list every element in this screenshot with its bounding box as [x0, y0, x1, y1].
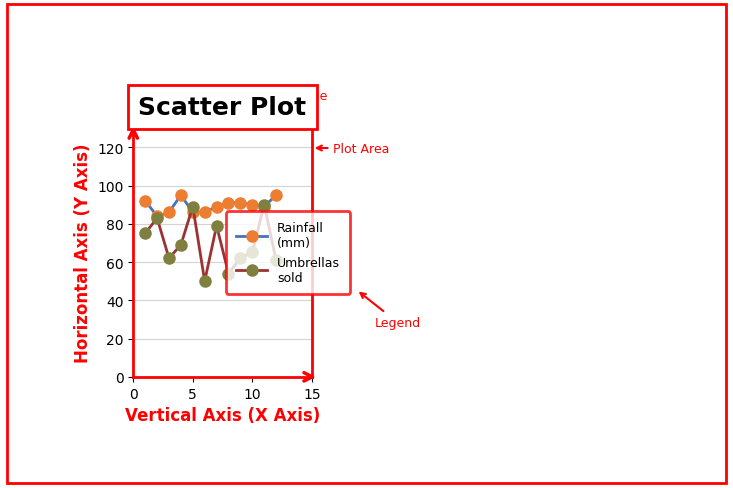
Umbrellas
sold — [200, 279, 209, 285]
Text: Legend: Legend — [361, 293, 421, 329]
Umbrellas
sold — [141, 231, 150, 237]
Legend: Rainfall
(mm), Umbrellas
sold: Rainfall (mm), Umbrellas sold — [226, 212, 350, 294]
Line: Rainfall
(mm): Rainfall (mm) — [140, 190, 281, 222]
Y-axis label: Horizontal Axis (Y Axis): Horizontal Axis (Y Axis) — [73, 143, 92, 363]
Rainfall
(mm) — [259, 204, 268, 210]
Umbrellas
sold — [259, 203, 268, 208]
Line: Umbrellas
sold: Umbrellas sold — [140, 200, 281, 287]
Rainfall
(mm) — [236, 201, 245, 206]
Rainfall
(mm) — [272, 193, 281, 199]
Rainfall
(mm) — [165, 210, 174, 216]
Rainfall
(mm) — [177, 193, 185, 199]
Umbrellas
sold — [212, 224, 221, 229]
Rainfall
(mm) — [212, 204, 221, 210]
X-axis label: Vertical Axis (X Axis): Vertical Axis (X Axis) — [125, 407, 320, 424]
Rainfall
(mm) — [200, 210, 209, 216]
Umbrellas
sold — [272, 258, 281, 264]
Umbrellas
sold — [188, 204, 197, 210]
Umbrellas
sold — [177, 243, 185, 248]
Umbrellas
sold — [236, 256, 245, 262]
Rainfall
(mm) — [152, 214, 161, 220]
Umbrellas
sold — [152, 216, 161, 222]
Text: Plot Area: Plot Area — [317, 142, 389, 155]
Title: Scatter Plot: Scatter Plot — [139, 96, 306, 120]
Umbrellas
sold — [248, 250, 257, 256]
Rainfall
(mm) — [141, 199, 150, 204]
Umbrellas
sold — [224, 271, 233, 277]
Rainfall
(mm) — [224, 201, 233, 206]
Rainfall
(mm) — [188, 210, 197, 216]
Rainfall
(mm) — [248, 203, 257, 208]
Umbrellas
sold — [165, 256, 174, 262]
Text: Chart Title: Chart Title — [231, 90, 327, 103]
